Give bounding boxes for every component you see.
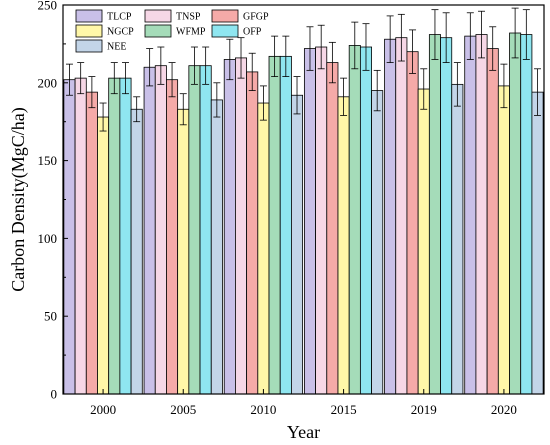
legend-swatch-tlcp	[75, 9, 103, 23]
bar-nee-2005	[210, 99, 223, 395]
legend-label-wfmp: WFMP	[176, 27, 206, 38]
bar-tnsp-2005	[154, 65, 167, 395]
x-axis-ticks: 2000 2005 2010 2015 2019 2020	[90, 389, 517, 417]
bar-gfgp-2000	[85, 91, 98, 395]
legend-swatch-ofp	[211, 24, 239, 38]
legend-swatch-wfmp	[144, 24, 172, 38]
bar-tnsp-2015	[315, 46, 328, 395]
bar-tlcp-2000	[63, 79, 76, 395]
bar-ofp-2019	[440, 37, 453, 395]
legend-swatch-nee	[75, 39, 103, 53]
bar-ofp-2010	[279, 55, 292, 395]
bar-ofp-2005	[199, 65, 212, 395]
legend-swatch-gfgp	[211, 9, 239, 23]
bar-nee-2020	[531, 91, 544, 395]
bar-gfgp-2010	[246, 71, 259, 395]
bar-wfmp-2000	[108, 77, 121, 395]
bar-ofp-2020	[520, 34, 533, 395]
x-tick-label: 2010	[250, 402, 276, 417]
y-tick-label: 150	[38, 153, 58, 168]
y-axis-title: Carbon Density(MgC/ha)	[8, 107, 29, 291]
bar-gfgp-2019	[406, 51, 419, 395]
legend-label-ofp: OFP	[243, 27, 262, 38]
bar-ngcp-2015	[337, 96, 350, 395]
x-tick-label: 2020	[491, 402, 517, 417]
x-axis-title: Year	[287, 422, 320, 442]
bar-ngcp-2010	[257, 102, 270, 395]
legend-swatch-ngcp	[75, 24, 103, 38]
bar-ofp-2015	[359, 46, 372, 395]
legend-label-tlcp: TLCP	[107, 12, 132, 23]
y-tick-label: 50	[44, 309, 57, 324]
bar-tnsp-2019	[395, 37, 408, 395]
legend-label-tnsp: TNSP	[176, 12, 201, 23]
x-tick-label: 2005	[170, 402, 196, 417]
legend-label-gfgp: GFGP	[243, 12, 269, 23]
bar-wfmp-2010	[268, 55, 281, 395]
bar-wfmp-2015	[348, 45, 361, 395]
bar-ngcp-2005	[177, 108, 190, 395]
legend-label-nee: NEE	[107, 42, 126, 53]
bar-gfgp-2020	[486, 48, 499, 395]
bar-tlcp-2019	[384, 38, 397, 395]
bar-tlcp-2005	[143, 66, 156, 395]
bar-nee-2010	[291, 94, 304, 395]
y-tick-label: 200	[38, 75, 58, 90]
y-tick-label: 100	[38, 231, 58, 246]
bar-wfmp-2020	[509, 32, 522, 395]
x-tick-label: 2000	[90, 402, 116, 417]
y-tick-label: 0	[51, 387, 58, 402]
legend-swatch-tnsp	[144, 9, 172, 23]
bar-tnsp-2000	[74, 77, 87, 395]
y-axis-ticks: 0 50 100 150 200 250	[38, 0, 68, 402]
bar-tnsp-2020	[475, 34, 488, 395]
x-tick-label: 2019	[411, 402, 437, 417]
bar-series-group	[63, 32, 544, 395]
bar-nee-2019	[451, 83, 464, 395]
bar-tlcp-2015	[303, 48, 316, 395]
bar-tnsp-2010	[235, 57, 248, 395]
bar-nee-2015	[371, 90, 384, 395]
bar-ngcp-2000	[97, 116, 110, 395]
legend: TLCP TNSP GFGP NGCP WFMP OFP NEE	[75, 9, 269, 53]
bar-ngcp-2019	[417, 88, 430, 395]
y-tick-label: 250	[38, 0, 58, 13]
bar-gfgp-2015	[326, 62, 339, 395]
bar-wfmp-2019	[428, 34, 441, 395]
bar-wfmp-2005	[188, 65, 201, 395]
bar-ngcp-2020	[497, 85, 510, 395]
legend-label-ngcp: NGCP	[107, 27, 134, 38]
x-tick-label: 2015	[331, 402, 357, 417]
bar-tlcp-2020	[464, 35, 477, 395]
bar-ofp-2000	[119, 77, 132, 395]
bar-tlcp-2010	[223, 59, 236, 395]
bar-nee-2000	[130, 108, 143, 395]
bar-gfgp-2005	[166, 79, 179, 395]
error-bar-group	[65, 7, 542, 132]
